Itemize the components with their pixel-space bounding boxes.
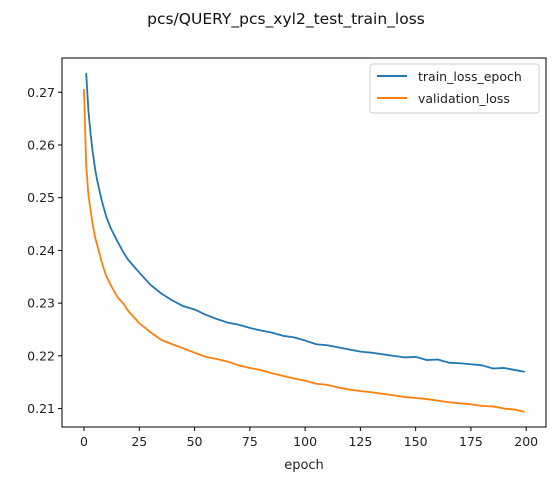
x-tick-label: 75 bbox=[242, 434, 258, 449]
x-axis-label: epoch bbox=[284, 458, 324, 473]
x-axis: 0 25 50 75 100 125 150 175 200 bbox=[80, 427, 538, 449]
legend: train_loss_epoch validation_loss bbox=[369, 63, 540, 114]
x-tick-label: 175 bbox=[459, 434, 483, 449]
legend-label-validation-loss: validation_loss bbox=[418, 91, 510, 106]
lines-layer bbox=[83, 72, 525, 413]
x-tick-label: 25 bbox=[131, 434, 147, 449]
x-tick-label: 150 bbox=[404, 434, 428, 449]
y-tick-label: 0.21 bbox=[27, 401, 55, 416]
y-tick-label: 0.23 bbox=[27, 296, 55, 311]
legend-label-train-loss-epoch: train_loss_epoch bbox=[418, 69, 522, 84]
x-tick-label: 100 bbox=[293, 434, 317, 449]
y-axis: 0.21 0.22 0.23 0.24 0.25 0.26 0.27 bbox=[27, 85, 62, 416]
y-tick-label: 0.22 bbox=[27, 348, 55, 363]
x-tick-label: 0 bbox=[80, 434, 88, 449]
y-tick-label: 0.26 bbox=[27, 137, 55, 152]
y-tick-label: 0.27 bbox=[27, 85, 55, 100]
legend-box bbox=[369, 63, 540, 114]
x-tick-label: 50 bbox=[187, 434, 203, 449]
series-line-train-loss-epoch bbox=[85, 72, 525, 373]
x-tick-label: 200 bbox=[514, 434, 538, 449]
y-tick-label: 0.24 bbox=[27, 243, 55, 258]
y-tick-label: 0.25 bbox=[27, 190, 55, 205]
plot-frame bbox=[61, 57, 547, 428]
chart-title: pcs/QUERY_pcs_xyl2_test_train_loss bbox=[147, 10, 425, 29]
x-tick-label: 125 bbox=[348, 434, 372, 449]
series-line-validation-loss bbox=[83, 88, 525, 413]
